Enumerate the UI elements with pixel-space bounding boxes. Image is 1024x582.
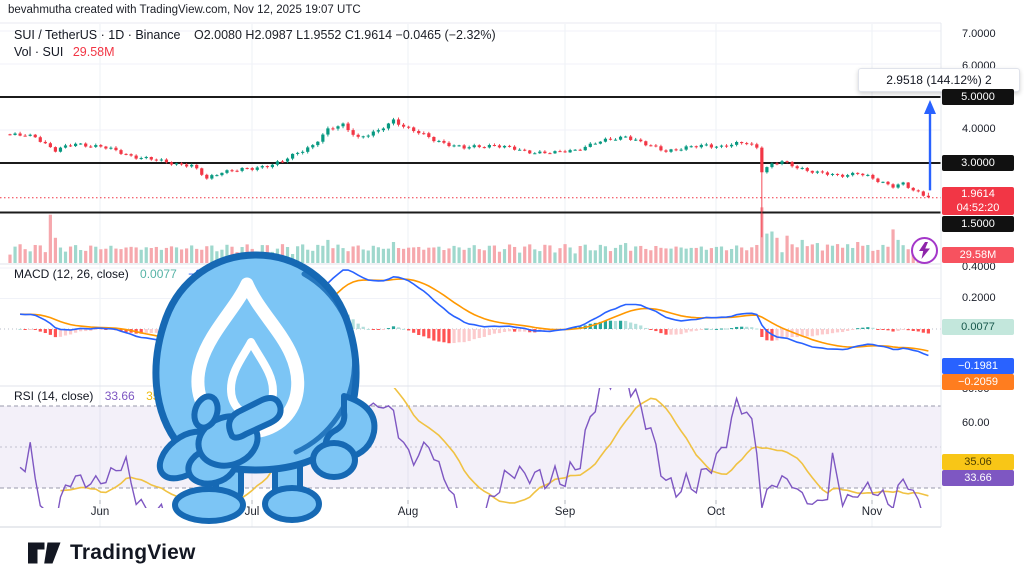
- flash-boost-button[interactable]: [911, 237, 938, 264]
- rsi-ma-badge: 35.06: [942, 454, 1014, 470]
- time-axis-label[interactable]: Nov: [861, 506, 883, 518]
- time-axis-label[interactable]: Jun: [90, 506, 110, 518]
- time-axis-label[interactable]: Jul: [244, 506, 260, 518]
- price-axis-label[interactable]: 60.00: [962, 417, 990, 429]
- macd-signal-badge: −0.2059: [942, 374, 1014, 390]
- volume-value: 29.58M: [72, 45, 115, 59]
- rsi-indicator-row[interactable]: RSI (14, close) 33.66 35.06: [14, 389, 176, 403]
- macd-line-badge: −0.1981: [942, 358, 1014, 374]
- volume-badge: 29.58M: [942, 247, 1014, 263]
- measure-tooltip: 2.9518 (144.12%) 2: [858, 68, 1020, 92]
- time-axis-label[interactable]: Sep: [554, 506, 576, 518]
- tradingview-logo-icon: [28, 542, 61, 564]
- watermark-attribution: bevahmutha created with TradingView.com,…: [8, 4, 361, 16]
- tradingview-logo-text: TradingView: [70, 541, 196, 564]
- rsi-value: 33.66: [104, 389, 135, 403]
- level-badge: 5.0000: [942, 89, 1014, 105]
- tradingview-logo[interactable]: TradingView: [28, 541, 196, 565]
- macd-indicator-row[interactable]: MACD (12, 26, close) 0.0077 −0.1981: [14, 267, 232, 281]
- macd-line-value: −0.1981: [188, 267, 232, 281]
- bar-countdown: 04:52:20: [956, 202, 1000, 214]
- price-axis-label[interactable]: 4.0000: [962, 123, 996, 135]
- volume-label: Vol · SUI: [14, 45, 64, 59]
- price-axis-label[interactable]: 0.4000: [962, 261, 996, 273]
- macd-hist-value: 0.0077: [140, 267, 177, 281]
- rsi-badge: 33.66: [942, 470, 1014, 486]
- lightning-bolt-icon: [919, 242, 930, 259]
- ohlc-values: O2.0080 H2.0987 L1.9552 C1.9614 −0.0465 …: [194, 28, 496, 42]
- price-axis-label[interactable]: 0.2000: [962, 292, 996, 304]
- rsi-ma-value: 35.06: [146, 389, 177, 403]
- last-price-badge: 1.9614 04:52:20: [942, 187, 1014, 215]
- macd-hist-badge: 0.0077: [942, 319, 1014, 335]
- macd-label: MACD (12, 26, close): [14, 267, 129, 281]
- time-axis-label[interactable]: Aug: [397, 506, 419, 518]
- last-price: 1.9614: [961, 188, 995, 200]
- level-badge: 1.5000: [942, 216, 1014, 232]
- symbol-title: SUI / TetherUS · 1D · Binance: [14, 28, 181, 42]
- rsi-label: RSI (14, close): [14, 389, 94, 403]
- level-badge: 3.0000: [942, 155, 1014, 171]
- time-axis-label[interactable]: Oct: [707, 506, 725, 518]
- price-axis-label[interactable]: 7.0000: [962, 28, 996, 40]
- volume-indicator-row[interactable]: Vol · SUI 29.58M: [14, 45, 115, 59]
- symbol-header[interactable]: SUI / TetherUS · 1D · Binance O2.0080 H2…: [14, 28, 496, 42]
